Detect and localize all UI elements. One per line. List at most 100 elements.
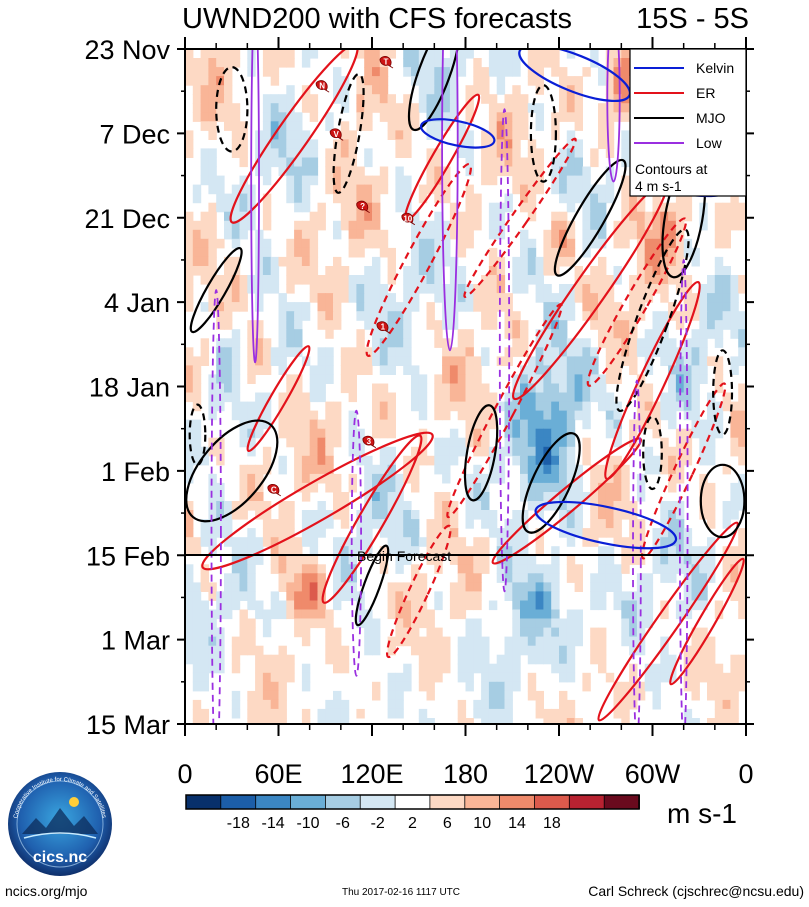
heat-cell bbox=[714, 690, 724, 701]
heat-cell bbox=[333, 275, 342, 285]
heat-cell bbox=[730, 284, 739, 294]
heat-cell bbox=[270, 591, 280, 601]
heat-cell bbox=[348, 202, 357, 213]
heat-cell bbox=[317, 464, 326, 475]
heat-cell bbox=[605, 356, 615, 366]
heat-cell bbox=[683, 202, 693, 213]
heat-cell bbox=[629, 193, 638, 204]
heat-cell bbox=[675, 229, 685, 240]
heat-cell bbox=[278, 139, 287, 149]
heat-cell bbox=[426, 537, 435, 547]
heat-cell bbox=[488, 220, 498, 231]
heat-cell bbox=[395, 193, 404, 204]
heat-cell bbox=[566, 374, 576, 384]
heat-cell bbox=[738, 347, 746, 357]
heat-cell bbox=[192, 256, 202, 267]
heat-cell bbox=[192, 455, 202, 466]
heat-cell bbox=[527, 148, 537, 158]
heat-cell bbox=[473, 392, 482, 403]
heat-cell bbox=[192, 627, 202, 638]
heat-cell bbox=[465, 663, 474, 674]
heat-cell bbox=[566, 501, 576, 511]
heat-cell bbox=[707, 718, 716, 724]
heat-cell bbox=[590, 392, 599, 403]
heat-cell bbox=[543, 455, 552, 466]
heat-cell bbox=[621, 85, 630, 95]
heat-cell bbox=[582, 184, 591, 195]
heat-cell bbox=[372, 275, 381, 285]
heat-cell bbox=[231, 600, 241, 611]
heat-cell bbox=[699, 302, 708, 312]
heat-cell bbox=[262, 94, 272, 104]
heat-cell bbox=[520, 446, 529, 457]
heat-cell bbox=[262, 157, 272, 168]
heat-cell bbox=[621, 482, 630, 493]
heat-cell bbox=[535, 275, 544, 285]
heat-cell bbox=[239, 609, 248, 620]
heat-cell bbox=[340, 211, 350, 222]
heat-cell bbox=[208, 238, 217, 249]
er-contour bbox=[385, 524, 452, 659]
heat-cell bbox=[403, 338, 412, 348]
heat-cell bbox=[488, 211, 498, 222]
heat-cell bbox=[317, 473, 326, 484]
heat-cell bbox=[504, 564, 513, 574]
heat-cell bbox=[449, 501, 459, 511]
heat-cell bbox=[660, 392, 669, 403]
heat-cell bbox=[411, 293, 420, 303]
heat-cell bbox=[730, 681, 739, 692]
heat-cell bbox=[340, 148, 350, 158]
heat-cell bbox=[598, 311, 607, 321]
heat-cell bbox=[231, 130, 241, 140]
heat-cell bbox=[559, 383, 568, 394]
heat-cell bbox=[683, 564, 693, 574]
heat-cell bbox=[473, 67, 482, 77]
heat-cell bbox=[644, 247, 654, 258]
heat-cell bbox=[185, 211, 194, 222]
heat-cell bbox=[481, 130, 490, 140]
heat-cell bbox=[644, 681, 654, 692]
heat-cell bbox=[364, 229, 373, 240]
heat-cell bbox=[535, 112, 544, 122]
heat-cell bbox=[372, 519, 381, 529]
heat-cell bbox=[372, 320, 381, 330]
heat-cell bbox=[465, 501, 474, 511]
heat-cell bbox=[348, 284, 357, 294]
heat-cell bbox=[442, 437, 451, 448]
heat-cell bbox=[543, 356, 552, 366]
heat-cell bbox=[403, 130, 412, 140]
heat-cell bbox=[208, 121, 217, 131]
heat-cell bbox=[613, 519, 622, 529]
heat-cell bbox=[559, 284, 568, 294]
heat-cell bbox=[496, 356, 506, 366]
heat-cell bbox=[403, 139, 412, 149]
heat-cell bbox=[590, 510, 599, 520]
heat-cell bbox=[660, 528, 669, 538]
heat-cell bbox=[738, 356, 746, 366]
heat-cell bbox=[496, 266, 506, 276]
heat-cell bbox=[185, 266, 194, 276]
heat-cell bbox=[301, 220, 311, 231]
heat-cell bbox=[449, 229, 459, 240]
heat-cell bbox=[574, 121, 583, 131]
heat-cell bbox=[255, 681, 264, 692]
heat-cell bbox=[652, 284, 661, 294]
heat-cell bbox=[216, 238, 225, 249]
heat-cell bbox=[418, 537, 428, 547]
heat-cell bbox=[473, 555, 482, 565]
heat-cell bbox=[434, 284, 443, 294]
heat-cell bbox=[208, 473, 217, 484]
heat-cell bbox=[231, 184, 241, 195]
heat-cell bbox=[411, 266, 420, 276]
heat-cell bbox=[442, 663, 451, 674]
heat-cell bbox=[527, 166, 537, 177]
heat-cell bbox=[372, 501, 381, 511]
heat-cell bbox=[496, 284, 506, 294]
heat-cell bbox=[465, 519, 474, 529]
heat-cell bbox=[333, 266, 342, 276]
heat-cell bbox=[442, 94, 451, 104]
heat-cell bbox=[364, 636, 373, 647]
heat-cell bbox=[722, 229, 731, 240]
heat-cell bbox=[512, 320, 521, 330]
heat-cell bbox=[598, 663, 607, 674]
